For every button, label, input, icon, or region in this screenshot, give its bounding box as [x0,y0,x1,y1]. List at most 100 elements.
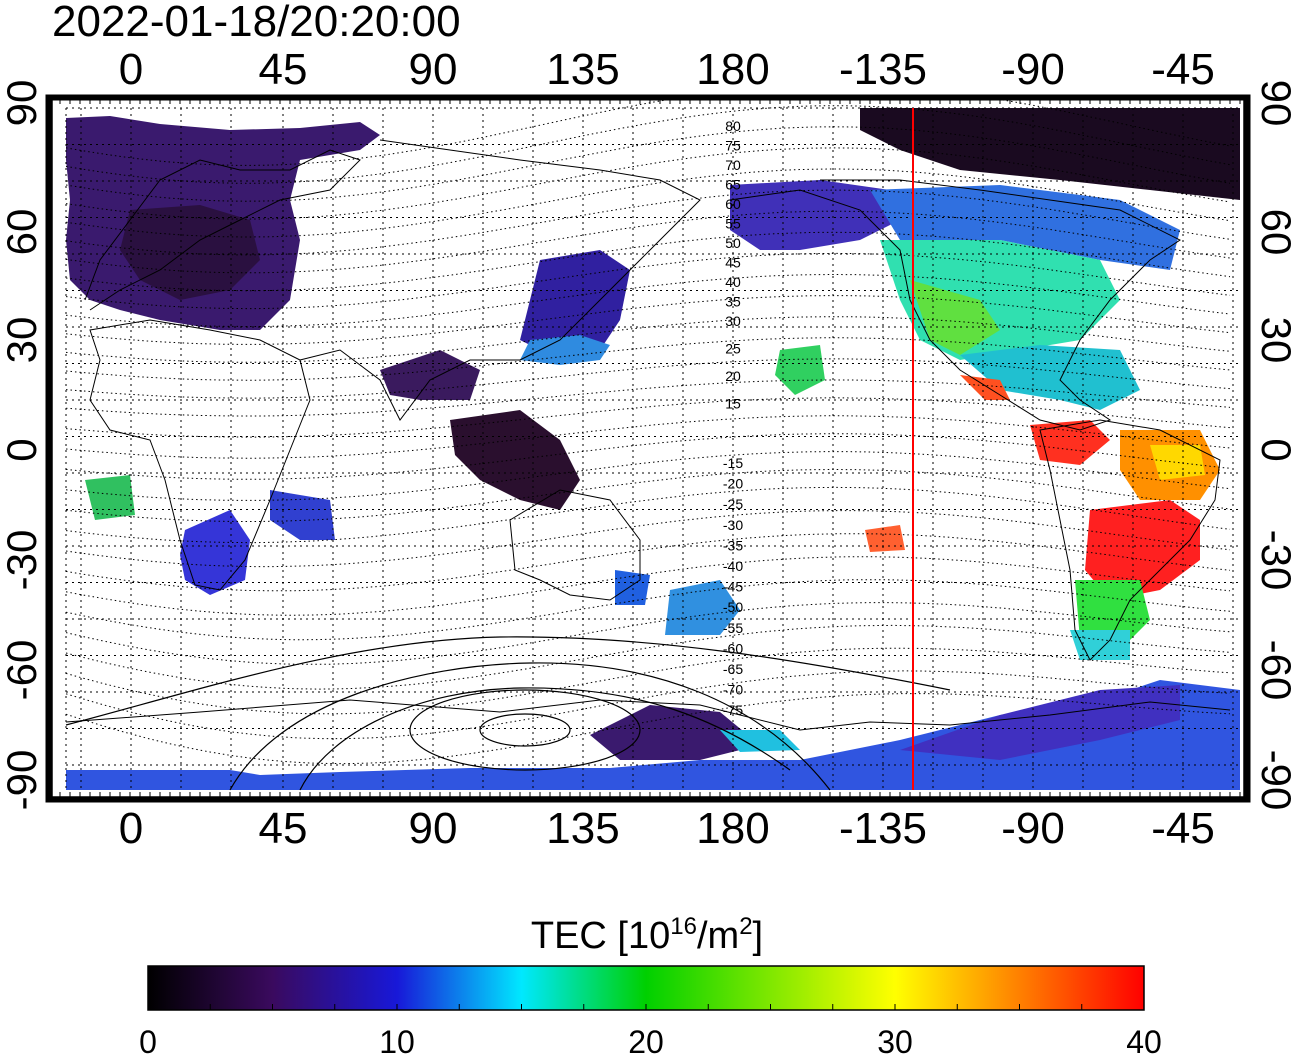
magnetic-contour [65,556,1231,616]
tec-region-east-africa [270,490,335,540]
tec-region-south-africa [180,510,250,595]
contour-label: 45 [725,255,741,271]
contour-label: -25 [723,496,743,512]
contour-labels: 80 75 70 65 60 55 50 45 40 35 30 25 20 15 -15 -20 -25 -30… [723,118,743,718]
contour-label: 40 [725,274,741,290]
frame-top-bar [51,94,1245,101]
contour-label: -40 [723,558,743,574]
magnetic-contour [65,468,1231,522]
frame-bottom-bar [51,796,1245,803]
tec-region-india [380,350,480,400]
lat-tick-label-right: -30 [1253,530,1294,591]
lon-labels-top: 0 45 90 135 180 -135 -90 -45 [119,45,1215,94]
magnetic-contour [65,451,1231,501]
colorbar-label-main: TEC [10 [531,915,670,957]
tec-region-mexico [960,345,1140,410]
magnetic-contour [65,533,1231,592]
colorbar-tick-labels: 0 10 20 30 40 [139,1024,1162,1057]
colorbar-label: TEC [1016/m2] [531,913,763,957]
contour-label: 50 [725,235,741,251]
contour-label: -60 [723,640,743,656]
tec-region-arctic [860,108,1240,200]
frame-right-bar [1243,94,1251,803]
lat-tick-label-left: -90 [0,750,45,811]
contour-label: 15 [725,396,741,412]
tec-region-pacific-spot [865,525,905,552]
lon-tick-label-bottom: 180 [696,804,769,853]
tec-region-central-am [1030,420,1110,465]
colorbar-tick-label: 10 [379,1024,415,1057]
lon-tick-label-top: 135 [546,45,619,94]
lon-tick-label-bottom: -90 [1001,804,1065,853]
tec-region-new-zealand [665,580,740,635]
magnetic-contour [65,486,1231,544]
contour-label: -45 [723,579,743,595]
tec-region-hawaii [775,345,825,395]
tec-region-antarctica-band [66,680,1240,790]
lat-labels-right: 90 60 30 0 -30 -60 -90 [1253,80,1294,811]
coast-asia [299,139,701,421]
lon-tick-label-top: -135 [839,45,927,94]
magnetic-contour [65,210,1231,274]
contour-label: 80 [725,118,741,134]
coast-antarctica [65,699,1231,731]
contour-label: -70 [723,682,743,698]
contour-label: 60 [725,196,741,212]
figure-title: 2022-01-18/20:20:00 [52,0,461,46]
magnetic-contour [65,693,1231,765]
colorbar-label-sup1: 16 [670,913,697,940]
tec-region-east-asia-blue [520,335,610,365]
coast-australia [509,489,641,601]
frame-ticks [45,94,1251,803]
colorbar-tick-label: 40 [1126,1024,1162,1057]
coastlines [65,139,1231,731]
tec-region-antarctica-west [900,685,1180,760]
lat-tick-label-right: 90 [1253,80,1294,127]
contour-label: 70 [725,157,741,173]
frame-left-bar [45,94,53,803]
magnetic-contour [65,168,1231,238]
tec-region-antarctica-cyan [720,730,800,752]
contour-label: -35 [723,537,743,553]
contour-solid-1 [65,636,951,726]
contour-label: 55 [725,216,741,232]
coast-africa [89,319,311,591]
contour-label: 30 [725,313,741,329]
coast-europe [84,149,361,311]
magnetic-contour [65,273,1231,327]
tec-region-south-america [1085,500,1200,600]
contour-solid-2 [299,687,791,791]
lat-tick-label-left: -30 [0,530,45,591]
contour-label: 65 [725,177,741,193]
lat-labels-left: 90 60 30 0 -30 -60 -90 [0,80,45,811]
magnetic-contour [65,126,1231,202]
magnetic-contour [65,358,1231,399]
magnetic-contour [65,147,1231,220]
colorbar-tick-label: 30 [877,1024,913,1057]
graticule [65,107,1240,790]
contour-label: 20 [725,368,741,384]
magnetic-contour [65,510,1231,568]
tec-region-atlantic-spots [85,475,135,520]
lat-tick-label-right: -90 [1253,750,1294,811]
coast-north-america [729,179,1181,431]
lat-tick-label-right: -60 [1253,640,1294,701]
lon-tick-label-bottom: 90 [409,804,458,853]
contour-solid-3 [229,662,831,791]
lon-tick-label-top: 45 [259,45,308,94]
magnetic-contour [65,189,1231,256]
magnetic-contour [65,231,1231,292]
lon-tick-label-bottom: -135 [839,804,927,853]
lon-tick-label-top: 90 [409,45,458,94]
lon-tick-label-bottom: 45 [259,804,308,853]
contour-label: -15 [723,455,743,471]
magnetic-contour [65,624,1231,690]
lat-tick-label-left: -60 [0,640,45,701]
contour-ellipse-outer [409,689,641,771]
lat-tick-label-left: 90 [0,80,45,127]
contour-label: 25 [725,341,741,357]
contour-label: -55 [723,620,743,636]
colorbar-ticks [147,1004,1145,1010]
tec-data-layer [66,108,1240,790]
